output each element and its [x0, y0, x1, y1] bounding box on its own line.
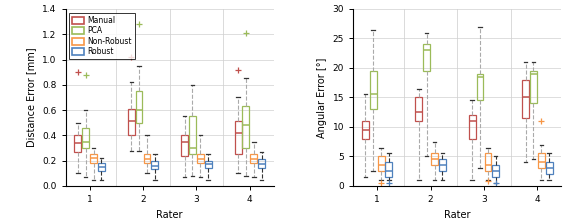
Y-axis label: Distance Error [mm]: Distance Error [mm] — [27, 48, 36, 147]
Legend: Manual, PCA, Non-Robust, Robust: Manual, PCA, Non-Robust, Robust — [70, 13, 135, 60]
Y-axis label: Angular Error [°]: Angular Error [°] — [317, 57, 327, 138]
X-axis label: Rater: Rater — [157, 209, 183, 220]
X-axis label: Rater: Rater — [444, 209, 470, 220]
